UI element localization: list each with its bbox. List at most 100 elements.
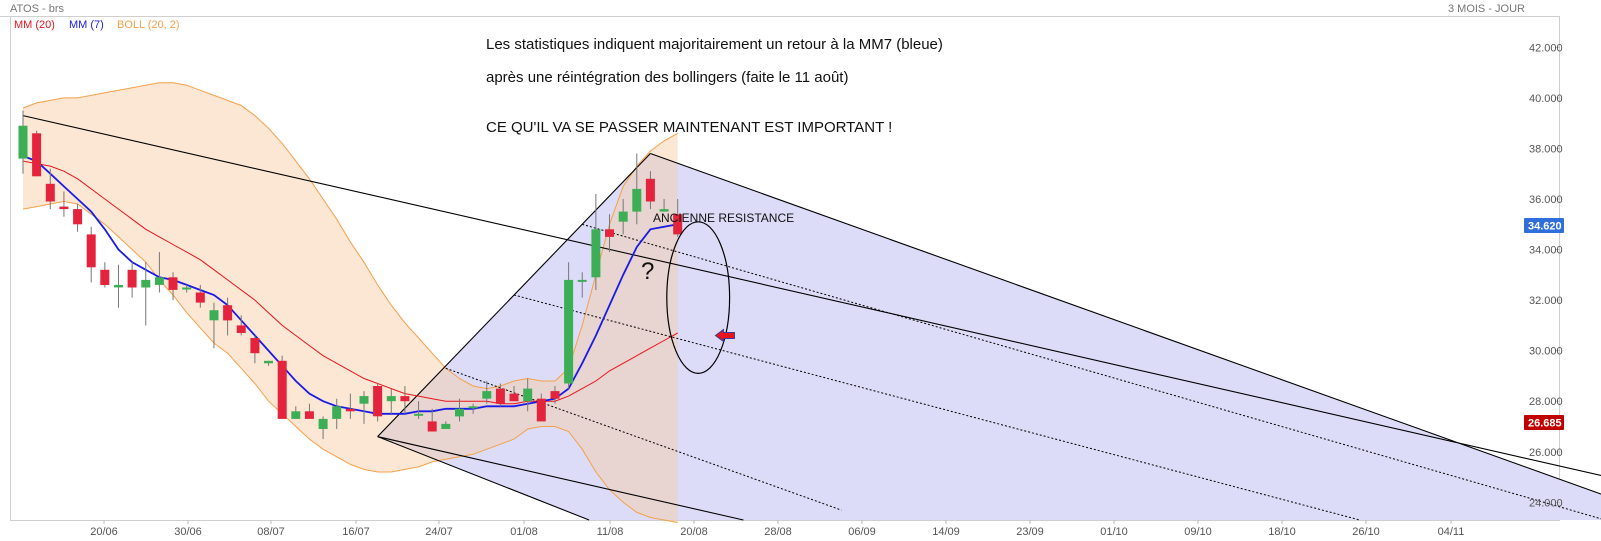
x-tick-label: 01/08 [510, 526, 538, 538]
candle [304, 403, 314, 419]
y-tick-label: 38.000 [1529, 143, 1563, 155]
candle-body [45, 183, 55, 202]
x-tick-label: 20/08 [680, 526, 708, 538]
x-tick-label: 26/10 [1352, 526, 1380, 538]
channel-lines [22, 115, 1601, 521]
candle [632, 153, 642, 225]
candle [400, 386, 410, 414]
overlays [666, 221, 735, 375]
highlight-ellipse [666, 221, 731, 375]
candle [195, 284, 205, 308]
candle-body [591, 229, 601, 278]
candle-body [223, 305, 233, 321]
candle [154, 252, 164, 293]
candle-body [86, 234, 96, 268]
pitchfork-bottom-line [377, 436, 590, 521]
x-tick-label: 23/09 [1016, 526, 1044, 538]
candle [332, 398, 342, 429]
candle-body [345, 408, 355, 412]
candle [414, 401, 424, 419]
candle-body [195, 292, 205, 303]
level-price-tag: 26.685 [1524, 415, 1564, 430]
legend-item: MM (20) [14, 19, 55, 31]
candle-body [645, 178, 655, 202]
y-tick-label: 40.000 [1529, 93, 1563, 105]
x-tick-label: 08/07 [257, 526, 285, 538]
x-tick-label: 06/09 [848, 526, 876, 538]
candle-body [482, 391, 492, 399]
candle [482, 381, 492, 404]
candle-body [495, 388, 505, 404]
candle [114, 264, 123, 308]
y-tick-label: 28.000 [1529, 396, 1563, 408]
candle-body [673, 214, 683, 235]
x-tick-label: 30/06 [174, 526, 202, 538]
candle [645, 171, 655, 210]
candle-body [277, 360, 287, 419]
candle [291, 406, 301, 419]
x-tick-label: 11/08 [597, 526, 624, 538]
y-tick-label: 26.000 [1529, 447, 1563, 459]
x-tick-label: 24/07 [425, 526, 453, 538]
candle-body [386, 396, 396, 402]
candle-body [100, 269, 110, 285]
candle [182, 284, 192, 293]
candle-body [618, 211, 628, 222]
annotation-line-3: CE QU'IL VA SE PASSER MAINTENANT EST IMP… [486, 119, 892, 136]
y-axis: 42.000 40.000 38.000 36.000 34.000 32.000 30.0… [1529, 42, 1563, 509]
bollinger-lower-line [22, 200, 678, 523]
mm20-line [22, 160, 678, 405]
candle-body [209, 310, 219, 321]
candle [605, 214, 614, 253]
candle-body [154, 277, 164, 285]
x-tick-label: 28/08 [764, 526, 792, 538]
candle-body [414, 413, 424, 416]
candle [236, 315, 246, 336]
period-label: 3 MOIS - JOUR [1448, 3, 1525, 15]
candle [509, 386, 519, 402]
candle-body [564, 279, 574, 384]
candle-body [427, 421, 437, 432]
candle [523, 378, 533, 412]
candle-body [114, 284, 123, 288]
candle [32, 130, 42, 177]
descending-channel-upper [22, 115, 1601, 477]
candle-body [332, 406, 342, 419]
x-tick-label: 09/10 [1184, 526, 1212, 538]
candle-body [318, 418, 328, 429]
candle [209, 302, 219, 349]
candle [468, 403, 478, 414]
bollinger-fill [23, 82, 678, 523]
level-price-value: 26.685 [1528, 418, 1562, 430]
x-tick-label: 14/09 [932, 526, 960, 538]
candle [223, 297, 233, 336]
question-mark: ? [641, 258, 654, 285]
candle-body [182, 287, 192, 290]
candle-body [468, 406, 478, 409]
candle [100, 262, 110, 288]
candle-body [59, 206, 69, 210]
candle [386, 388, 396, 414]
candle-body [304, 411, 314, 419]
channel-fills [377, 153, 1601, 520]
x-axis: 20/06 30/06 08/07 16/07 24/07 01/08 11/08 20/08… [90, 520, 1464, 538]
candle [318, 416, 328, 440]
candle [373, 383, 383, 422]
y-tick-label: 32.000 [1529, 295, 1563, 307]
left-arrow-icon [714, 328, 735, 343]
candle [18, 110, 28, 174]
y-tick-label: 42.000 [1529, 42, 1563, 54]
candle-body [236, 325, 246, 333]
x-tick-label: 18/10 [1268, 526, 1296, 538]
last-price-tag: 34.620 [1524, 218, 1564, 233]
pitchfork-top-line [650, 152, 1601, 495]
candle [359, 391, 369, 424]
candle [277, 355, 287, 419]
candle [45, 168, 55, 210]
candle-body [632, 188, 642, 212]
x-tick-label: 01/10 [1100, 526, 1128, 538]
legend: MM (20) MM (7) BOLL (20, 2) [14, 19, 180, 31]
candle [495, 383, 505, 407]
candle-body [32, 133, 42, 177]
